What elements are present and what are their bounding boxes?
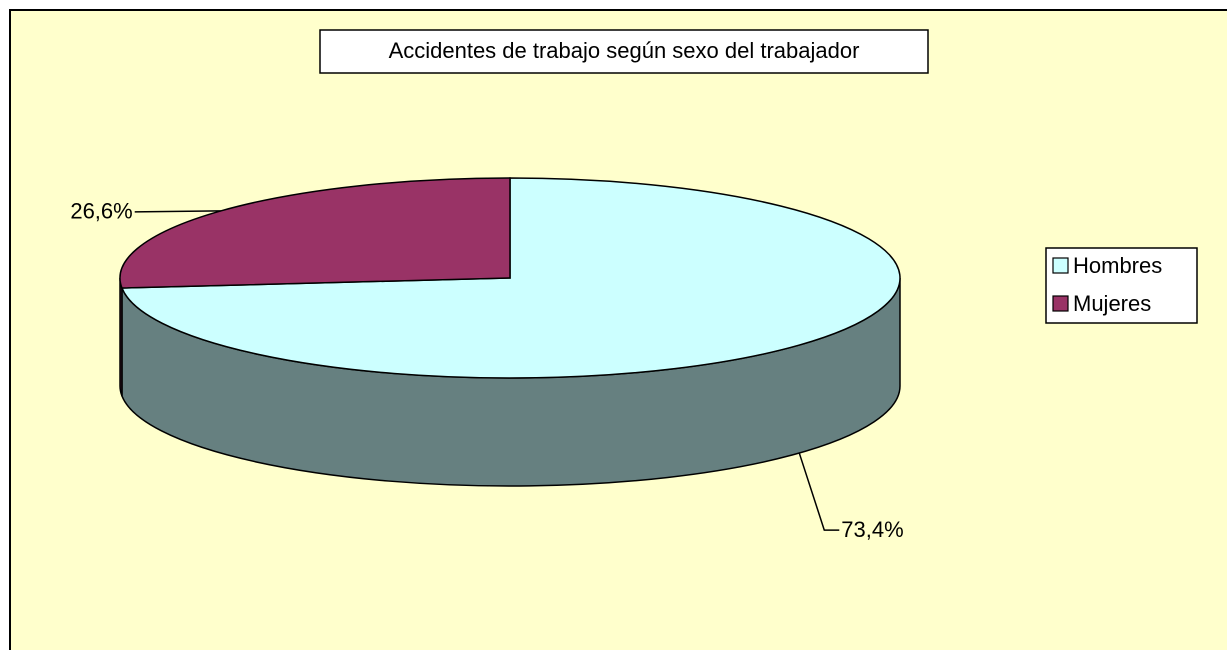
legend-box xyxy=(1045,247,1198,324)
legend-swatch xyxy=(1052,295,1069,312)
leader-line xyxy=(798,452,840,531)
slice xyxy=(119,177,511,289)
data-label: 73,4% xyxy=(841,517,903,542)
slice-side xyxy=(119,277,123,397)
slice xyxy=(120,177,901,379)
title-box xyxy=(319,29,929,74)
data-label: 26,6% xyxy=(70,199,132,224)
legend-label: Hombres xyxy=(1073,253,1162,278)
chart-title: Accidentes de trabajo según sexo del tra… xyxy=(389,38,860,63)
legend-swatch xyxy=(1052,257,1069,274)
legend-label: Mujeres xyxy=(1073,291,1151,316)
leader-line xyxy=(134,210,221,213)
